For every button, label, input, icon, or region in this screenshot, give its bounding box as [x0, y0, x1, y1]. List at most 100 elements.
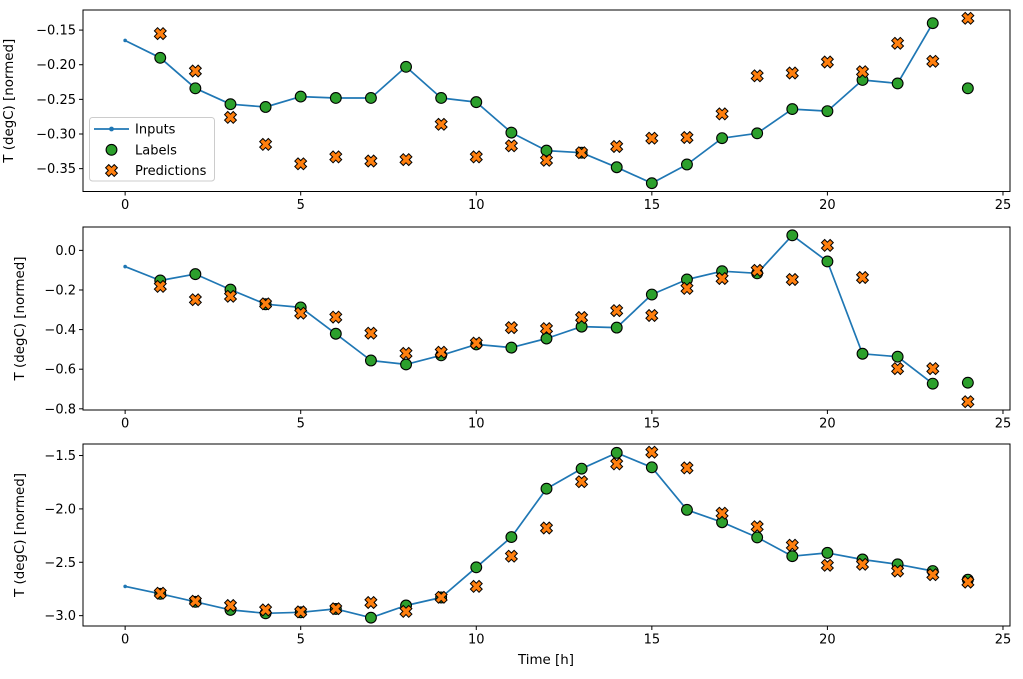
- predictions-marker: [926, 54, 940, 68]
- labels-marker: [329, 327, 342, 340]
- labels-marker: [645, 177, 658, 190]
- labels-marker: [821, 105, 834, 118]
- inputs-point-marker: [123, 584, 127, 589]
- predictions-marker: [223, 598, 238, 613]
- predictions-marker: [258, 137, 273, 152]
- predictions-marker: [329, 602, 343, 616]
- predictions-marker: [961, 395, 975, 409]
- predictions-marker: [610, 457, 624, 471]
- predictions-marker: [820, 238, 835, 253]
- axes-frame: [82, 443, 1011, 627]
- predictions-marker: [926, 568, 940, 582]
- predictions-marker: [750, 520, 764, 534]
- predictions-marker: [820, 55, 835, 69]
- predictions-marker: [680, 281, 694, 296]
- predictions-marker: [539, 521, 554, 535]
- predictions-marker: [399, 152, 413, 167]
- labels-marker: [610, 321, 623, 334]
- labels-marker: [786, 229, 799, 242]
- labels-marker: [505, 531, 518, 544]
- predictions-marker: [258, 297, 273, 311]
- labels-marker: [400, 60, 412, 73]
- labels-marker: [961, 376, 974, 389]
- x-tick-label: 5: [297, 417, 305, 432]
- labels-marker: [540, 332, 553, 345]
- legend-box: [89, 117, 215, 182]
- predictions-marker: [926, 361, 940, 376]
- y-tick-label: −0.6: [44, 363, 76, 378]
- inputs-line: [124, 22, 934, 185]
- predictions-marker: [434, 590, 448, 604]
- predictions-marker: [434, 345, 448, 359]
- y-tick-label: −0.4: [44, 323, 76, 338]
- labels-marker: [505, 341, 518, 354]
- labels-marker: [189, 82, 202, 95]
- predictions-marker: [153, 26, 167, 41]
- x-tick-label: 25: [995, 417, 1012, 432]
- predictions-marker: [329, 310, 343, 324]
- predictions-marker: [469, 150, 483, 164]
- labels-marker: [294, 90, 307, 103]
- labels-marker: [259, 101, 272, 113]
- predictions-marker: [855, 270, 870, 285]
- labels-marker: [435, 92, 448, 104]
- predictions-marker: [715, 107, 729, 121]
- x-tick-label: 10: [468, 633, 485, 648]
- labels-marker: [645, 288, 658, 301]
- labels-marker: [961, 82, 974, 95]
- predictions-marker: [680, 130, 694, 145]
- labels-marker: [681, 158, 693, 171]
- predictions-marker: [188, 64, 203, 78]
- subplot-3: 0 5 10 15 20 25 −1.5 −2.0 −2.5 −3.0: [44, 443, 1012, 648]
- inputs-point-marker: [123, 38, 127, 43]
- predictions-marker: [961, 575, 975, 589]
- predictions-marker: [890, 36, 905, 50]
- predictions-marker: [399, 604, 413, 619]
- x-tick-label: 10: [468, 198, 485, 213]
- legend-predictions-label: Predictions: [135, 164, 207, 179]
- predictions-marker: [750, 263, 764, 278]
- predictions-marker: [153, 279, 167, 294]
- labels-marker: [610, 161, 623, 174]
- labels-marker: [856, 347, 869, 360]
- labels-marker: [224, 98, 237, 111]
- predictions-marker: [785, 272, 799, 287]
- legend-inputs-label: Inputs: [135, 123, 176, 138]
- predictions-marker: [294, 306, 308, 320]
- predictions-marker: [539, 321, 554, 336]
- labels-marker: [821, 255, 834, 268]
- labels-marker: [821, 546, 834, 559]
- x-tick-label: 25: [995, 633, 1012, 648]
- y-tick-label: −0.20: [36, 58, 76, 73]
- predictions-marker: [610, 303, 624, 318]
- x-tick-label: 0: [121, 633, 129, 648]
- predictions-marker: [715, 506, 729, 520]
- y-tick-label: −2.0: [44, 502, 76, 517]
- x-tick-label: 20: [819, 198, 836, 213]
- predictions-marker: [223, 110, 238, 125]
- predictions-marker: [785, 538, 799, 552]
- legend-predictions-marker-sample: [104, 163, 119, 178]
- labels-marker: [645, 461, 658, 474]
- y-tick-label: −0.15: [36, 24, 76, 39]
- predictions-marker: [469, 579, 483, 594]
- x-axis-label: Time [h]: [517, 653, 574, 668]
- x-tick-label: 0: [121, 417, 129, 432]
- predictions-marker: [890, 361, 905, 376]
- predictions-marker: [574, 146, 589, 160]
- predictions-marker: [645, 308, 659, 323]
- labels-marker: [364, 354, 377, 367]
- x-tick-label: 15: [644, 198, 661, 213]
- predictions-marker: [294, 605, 308, 619]
- predictions-marker: [364, 154, 378, 168]
- y-axis-label-1: T (degC) [normed]: [2, 39, 17, 164]
- inputs-line: [124, 452, 933, 619]
- predictions-marker: [364, 595, 378, 610]
- y-axis-label-2: T (degC) [normed]: [13, 257, 28, 382]
- predictions-marker: [961, 11, 975, 25]
- legend-inputs-dot-sample: [109, 126, 114, 132]
- labels-marker: [470, 96, 483, 109]
- y-tick-label: −2.5: [44, 556, 76, 571]
- y-tick-label: −0.35: [36, 162, 76, 177]
